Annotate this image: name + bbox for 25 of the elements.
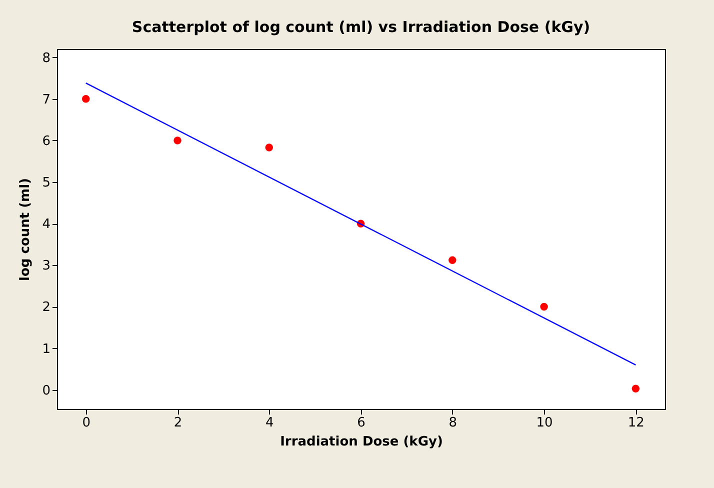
- point: [265, 144, 274, 152]
- y-tick-label: 8: [42, 50, 50, 66]
- x-axis-title: Irradiation Dose (kGy): [280, 434, 443, 450]
- x-tick-label: 12: [628, 416, 644, 430]
- y-axis-title: log count (ml): [18, 178, 34, 281]
- x-tick-label: 0: [82, 416, 91, 430]
- y-tick-label: 6: [42, 134, 50, 149]
- x-tick-label: 10: [536, 416, 553, 430]
- y-tick-label: 3: [42, 258, 50, 274]
- point: [174, 136, 182, 144]
- chart-title: Scatterplot of log count (ml) vs Irradiation Dose (kGy): [132, 18, 590, 36]
- y-tick-label: 2: [42, 300, 50, 316]
- point: [448, 256, 456, 264]
- y-tick-label: 0: [42, 383, 50, 398]
- y-tick-label: 7: [42, 92, 50, 108]
- x-tick-label: 4: [265, 416, 274, 430]
- point: [632, 384, 640, 392]
- y-tick-label: 5: [42, 176, 50, 191]
- y-tick-label: 1: [42, 342, 50, 357]
- point: [82, 95, 90, 103]
- point: [540, 302, 548, 311]
- x-tick-label: 2: [174, 416, 182, 430]
- x-tick-label: 8: [448, 416, 458, 430]
- y-tick-label: 4: [42, 217, 50, 232]
- x-tick-label: 6: [357, 416, 366, 430]
